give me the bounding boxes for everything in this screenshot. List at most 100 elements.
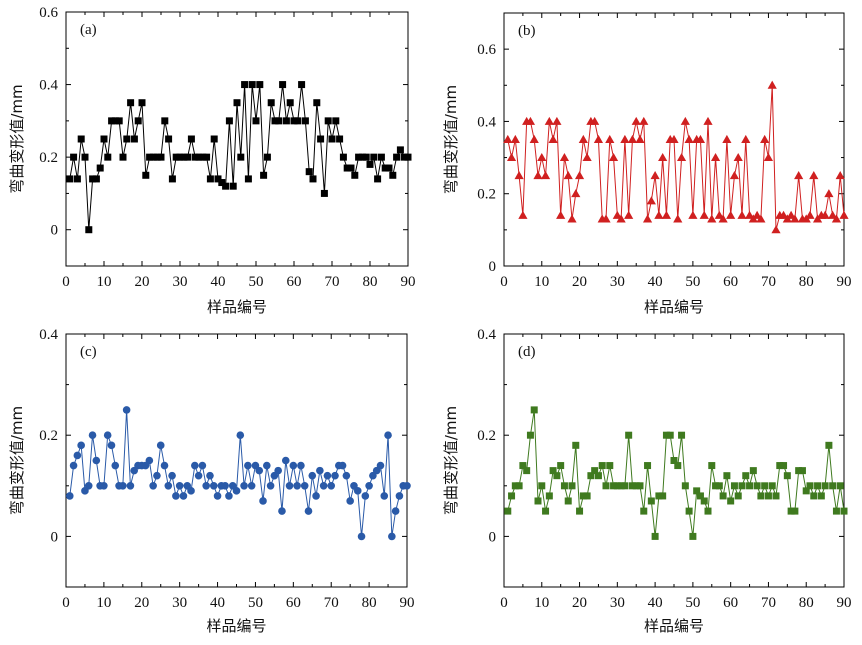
- data-point: [403, 482, 411, 490]
- data-point: [530, 406, 538, 414]
- data-point: [240, 482, 248, 490]
- data-point: [274, 466, 282, 475]
- chart-panel: 0 10 20 30 40 50 60 70 80 90 0 0.2 0.4 样品编号 弯曲变形值/mm (d…: [442, 327, 852, 635]
- y-tick-label: 0.4: [477, 114, 496, 130]
- data-point: [384, 431, 392, 440]
- data-point: [385, 164, 393, 172]
- data-point: [783, 472, 791, 480]
- data-point: [526, 431, 534, 439]
- data-point: [835, 171, 845, 180]
- data-point: [635, 134, 645, 143]
- data-point: [180, 153, 188, 161]
- y-tick-label: 0.6: [477, 42, 496, 58]
- data-point: [353, 487, 362, 495]
- data-point: [198, 461, 207, 470]
- data-point: [256, 81, 264, 89]
- data-point: [727, 497, 735, 505]
- data-point: [366, 160, 374, 168]
- data-point: [718, 214, 728, 223]
- data-point: [218, 179, 226, 187]
- data-point: [829, 482, 837, 490]
- data-point: [123, 135, 131, 143]
- data-point: [814, 482, 822, 490]
- data-point: [556, 210, 566, 219]
- data-point: [285, 482, 294, 490]
- plot-frame: [65, 11, 409, 267]
- x-tick-label: 80: [799, 274, 814, 290]
- data-point: [263, 461, 271, 470]
- panel-label: (b): [518, 23, 536, 39]
- data-point: [820, 210, 830, 219]
- data-point: [579, 492, 587, 500]
- data-point: [81, 153, 89, 161]
- data-point: [342, 471, 351, 480]
- data-point: [708, 462, 716, 470]
- data-point: [149, 153, 157, 161]
- data-point: [247, 482, 256, 490]
- data-point: [650, 171, 660, 180]
- data-point: [602, 482, 610, 490]
- data-point: [377, 153, 385, 161]
- data-point: [324, 117, 332, 125]
- data-point: [674, 462, 682, 470]
- data-point: [836, 482, 844, 490]
- data-point: [659, 492, 667, 500]
- x-tick-label: 90: [837, 274, 852, 290]
- data-point: [149, 482, 157, 490]
- x-tick-label: 40: [211, 274, 226, 290]
- data-point: [304, 507, 313, 515]
- data-point: [612, 210, 622, 219]
- data-point: [290, 117, 298, 125]
- data-point: [756, 214, 766, 223]
- data-point: [778, 210, 789, 219]
- data-point: [222, 182, 230, 190]
- data-point: [88, 431, 97, 440]
- data-point: [232, 487, 241, 495]
- x-tick-label: 0: [62, 595, 70, 611]
- x-tick-label: 10: [97, 274, 112, 290]
- data-point: [741, 134, 751, 143]
- data-point: [625, 431, 633, 439]
- data-point: [506, 152, 517, 162]
- data-point: [122, 406, 131, 414]
- data-point: [571, 189, 581, 198]
- data-point: [156, 441, 165, 450]
- plot-frame: [65, 333, 408, 588]
- data-point: [389, 171, 397, 179]
- data-point: [381, 164, 389, 172]
- data-point: [84, 482, 93, 490]
- data-point: [221, 482, 229, 490]
- data-point: [703, 116, 713, 125]
- data-point: [267, 99, 275, 107]
- data-point: [153, 153, 161, 161]
- data-point: [317, 135, 325, 143]
- data-point: [73, 175, 81, 183]
- data-point: [598, 462, 606, 470]
- data-point: [172, 492, 180, 500]
- data-point: [355, 153, 363, 161]
- data-point: [590, 116, 600, 125]
- data-point: [760, 134, 770, 143]
- data-point: [266, 482, 275, 490]
- x-tick-label: 10: [96, 595, 111, 611]
- data-point: [666, 431, 674, 439]
- x-axis-label: 样品编号: [644, 298, 704, 316]
- data-point: [504, 507, 512, 515]
- data-point: [271, 117, 279, 125]
- data-point: [828, 210, 838, 219]
- data-point: [632, 482, 640, 490]
- data-point: [305, 168, 313, 176]
- data-point: [126, 482, 135, 490]
- data-point: [312, 492, 320, 500]
- data-point: [610, 482, 618, 490]
- data-point: [259, 497, 267, 505]
- data-point: [393, 153, 401, 161]
- data-point: [244, 175, 252, 183]
- data-point: [722, 134, 732, 143]
- data-point: [831, 214, 842, 223]
- data-point: [332, 117, 340, 125]
- data-point: [127, 99, 135, 107]
- data-point: [100, 482, 108, 490]
- data-point: [678, 431, 686, 439]
- data-point: [572, 441, 580, 449]
